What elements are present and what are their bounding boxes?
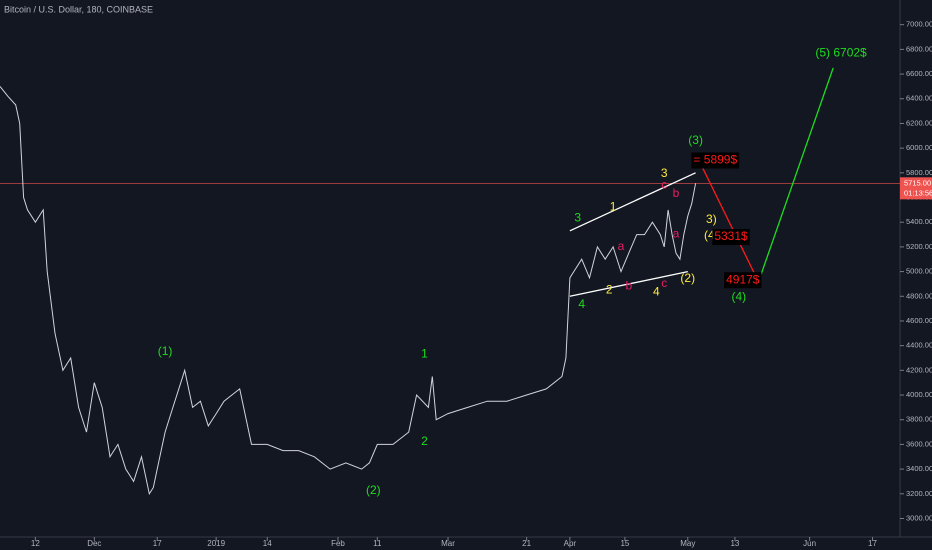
wave-label: a [618, 239, 625, 253]
wave-label: 3) [706, 212, 717, 226]
y-tick-label: 7000.00 [906, 20, 932, 29]
wave-label: a [673, 227, 680, 241]
price-label-box [900, 177, 932, 200]
y-tick-label: 4800.00 [906, 291, 932, 300]
y-tick-label: 5200.00 [906, 242, 932, 251]
x-tick-label: 12 [31, 539, 40, 548]
x-tick-label: Apr [564, 539, 577, 548]
x-tick-label: 14 [263, 539, 272, 548]
wave-label: 2 [606, 282, 613, 296]
y-tick-label: 6600.00 [906, 69, 932, 78]
wave-label: b [625, 279, 632, 293]
price-tag: = 5899$ [693, 153, 737, 167]
x-tick-label: May [680, 539, 695, 548]
y-tick-label: 6000.00 [906, 143, 932, 152]
wave-label: c [661, 177, 667, 191]
y-tick-label: 4600.00 [906, 316, 932, 325]
y-tick-label: 3000.00 [906, 513, 932, 522]
price-label: 5715.00 [904, 178, 931, 187]
wave-label: (3) [688, 133, 703, 147]
wave-label: (1) [158, 344, 173, 358]
wave-label: 3 [661, 166, 668, 180]
x-tick-label: 13 [730, 539, 739, 548]
x-tick-label: 2019 [207, 539, 225, 548]
x-tick-label: 11 [373, 539, 382, 548]
y-tick-label: 3200.00 [906, 489, 932, 498]
price-tag-box [691, 152, 740, 169]
chart-title: Bitcoin / U.S. Dollar, 180, COINBASE [4, 4, 153, 14]
trend-line [569, 270, 688, 297]
x-tick-label: 17 [153, 539, 162, 548]
wave-label: (2) [366, 483, 381, 497]
y-tick-label: 5800.00 [906, 168, 932, 177]
price-series [0, 86, 697, 496]
wave-label: 4 [653, 285, 660, 299]
wave-label: c [661, 276, 667, 290]
x-tick-label: 21 [522, 539, 531, 548]
x-tick-label: Mar [441, 539, 455, 548]
wave-label: (4) [732, 290, 747, 304]
wave-label: 4 [578, 297, 585, 311]
price-tag-box [712, 229, 750, 246]
y-tick-label: 3600.00 [906, 439, 932, 448]
y-tick-label: 3800.00 [906, 415, 932, 424]
wave-label: 2 [421, 434, 428, 448]
price-tag-box [724, 272, 762, 289]
x-tick-label: Feb [331, 539, 345, 548]
countdown: 01:13:56 [904, 188, 932, 197]
wave-label: 3 [574, 211, 581, 225]
x-tick-label: Jun [803, 539, 816, 548]
y-tick-label: 6200.00 [906, 118, 932, 127]
y-tick-label: 4200.00 [906, 365, 932, 374]
wave-label: (2) [680, 271, 695, 285]
price-tag: 5331$ [714, 229, 748, 243]
y-tick-label: 6800.00 [906, 44, 932, 53]
wave-label: 1 [421, 346, 428, 360]
trend-line [757, 67, 834, 283]
x-tick-label: 17 [868, 539, 877, 548]
trend-line [569, 172, 696, 232]
y-tick-label: 6400.00 [906, 94, 932, 103]
x-tick-label: 15 [620, 539, 629, 548]
y-tick-label: 4400.00 [906, 341, 932, 350]
trend-line [699, 161, 760, 283]
wave-label: b [673, 186, 680, 200]
wave-label: (5) 6702$ [815, 45, 867, 59]
x-tick-label: Dec [87, 539, 101, 548]
y-tick-label: 5000.00 [906, 267, 932, 276]
y-tick-label: 5400.00 [906, 217, 932, 226]
y-tick-label: 3400.00 [906, 464, 932, 473]
wave-label: 1 [610, 200, 617, 214]
price-tag: 4917$ [726, 272, 760, 286]
y-tick-label: 4000.00 [906, 390, 932, 399]
